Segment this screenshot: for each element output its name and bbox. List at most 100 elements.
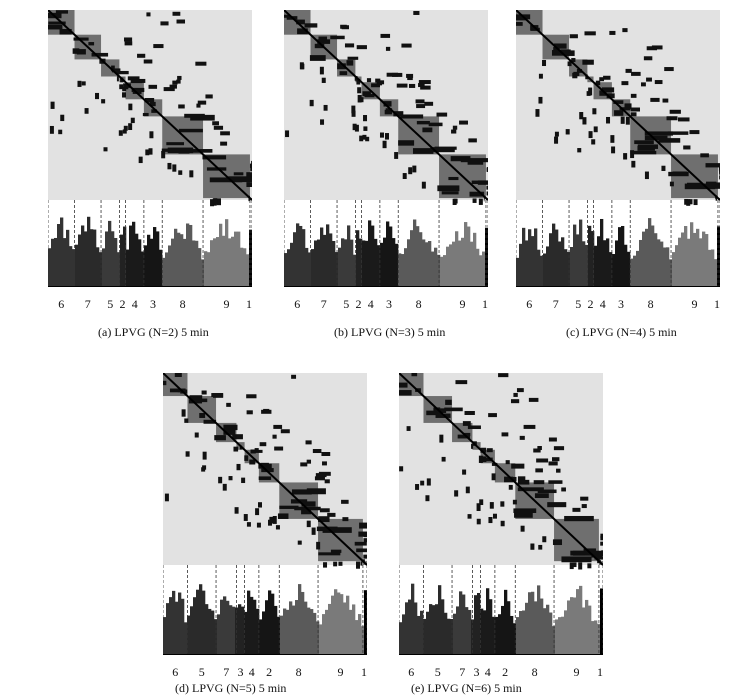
off-diagonal-link: [479, 499, 484, 506]
off-diagonal-link: [246, 394, 257, 399]
matrix-diagonal: [516, 10, 720, 201]
off-diagonal-link: [520, 525, 525, 532]
matrix-cell-block: [184, 113, 205, 118]
histogram-bar: [293, 232, 297, 287]
off-diagonal-link: [285, 130, 290, 138]
histogram-bar: [326, 224, 330, 287]
histogram-bar: [543, 253, 547, 287]
off-diagonal-link: [630, 107, 640, 112]
histogram-bar: [407, 239, 411, 287]
off-diagonal-link: [234, 507, 239, 514]
histogram-bar: [347, 225, 351, 287]
histogram-bar: [63, 238, 67, 287]
histogram-bar: [174, 228, 178, 287]
off-diagonal-link: [622, 28, 628, 33]
off-diagonal-link: [630, 93, 637, 98]
histogram-bar: [440, 256, 444, 287]
histogram-bar: [222, 235, 226, 287]
histogram-bar: [72, 249, 76, 287]
off-diagonal-link: [172, 164, 177, 172]
histogram-bar: [534, 601, 538, 655]
off-diagonal-link: [661, 165, 666, 171]
histogram-bar: [699, 238, 703, 287]
off-diagonal-link: [272, 434, 277, 439]
histogram-bar: [126, 249, 130, 287]
histogram-bar: [690, 222, 694, 287]
histogram-bar: [429, 604, 433, 655]
off-diagonal-link: [593, 126, 598, 133]
off-diagonal-link: [491, 473, 496, 481]
histogram-bar: [392, 238, 396, 287]
off-diagonal-link: [167, 162, 172, 170]
off-diagonal-link: [213, 198, 218, 205]
histogram-bar: [93, 229, 97, 287]
histogram-bar: [549, 233, 553, 287]
off-diagonal-link: [103, 147, 108, 152]
histogram-bar: [537, 249, 541, 287]
matrix-cell-block: [491, 462, 498, 466]
off-diagonal-link: [592, 108, 597, 115]
off-diagonal-link: [269, 516, 274, 524]
histogram-bar: [358, 614, 362, 655]
matrix-diagonal: [284, 10, 488, 201]
panel-caption: (c) LPVG (N=4) 5 min: [566, 325, 677, 339]
cluster-label: 4: [248, 665, 255, 679]
histogram-bar: [434, 247, 438, 287]
off-diagonal-link: [321, 451, 331, 456]
cluster-label: 5: [198, 665, 205, 679]
histogram-bar: [75, 244, 79, 287]
histogram-bar: [657, 239, 661, 287]
off-diagonal-link: [169, 84, 177, 89]
matrix-diagonal: [399, 373, 603, 566]
histogram-bar: [591, 231, 595, 287]
histogram-bar: [249, 229, 252, 287]
cluster-label: 5: [575, 297, 582, 311]
histogram-bar: [582, 241, 586, 287]
histogram-bar: [343, 602, 347, 655]
matrix-cell-block: [232, 434, 243, 440]
histogram-bar: [341, 238, 345, 287]
cluster-label: 1: [713, 297, 720, 311]
histogram-bar: [189, 224, 193, 287]
off-diagonal-link: [178, 104, 185, 109]
matrix-cell-block: [715, 195, 718, 201]
off-diagonal-link: [408, 83, 416, 88]
histogram-bar: [220, 599, 224, 655]
off-diagonal-link: [58, 129, 63, 135]
off-diagonal-link: [145, 149, 150, 156]
histogram-bar: [177, 232, 181, 287]
histogram-bar: [105, 231, 109, 287]
matrix-cell-block: [212, 393, 224, 398]
histogram-bar: [217, 614, 221, 655]
matrix-cell-block: [511, 463, 525, 469]
off-diagonal-link: [606, 116, 611, 124]
off-diagonal-link: [498, 373, 509, 378]
histogram-bar: [624, 244, 628, 287]
off-diagonal-link: [565, 129, 570, 135]
off-diagonal-link: [599, 77, 605, 82]
histogram-bar: [435, 604, 439, 655]
histogram-bar: [594, 620, 598, 655]
off-diagonal-link: [228, 476, 233, 481]
off-diagonal-link: [77, 80, 82, 87]
off-diagonal-link: [580, 496, 589, 501]
histogram-bar: [413, 219, 417, 287]
histogram-bar: [296, 223, 300, 287]
off-diagonal-link: [130, 79, 143, 84]
histogram-bar: [162, 257, 166, 287]
histogram-bar: [636, 250, 640, 287]
off-diagonal-link: [538, 73, 543, 79]
off-diagonal-link: [352, 123, 357, 131]
off-diagonal-link: [122, 129, 127, 134]
off-diagonal-link: [588, 131, 593, 139]
off-diagonal-link: [323, 562, 328, 568]
matrix-cell-block: [715, 195, 716, 199]
histogram-bar: [528, 229, 532, 287]
histogram-bar: [243, 248, 247, 287]
off-diagonal-link: [246, 522, 251, 527]
histogram-bar: [240, 247, 244, 287]
histogram-bar: [368, 220, 372, 287]
off-diagonal-link: [130, 117, 135, 124]
histogram-bar: [576, 234, 580, 287]
histogram-bar: [681, 232, 685, 287]
